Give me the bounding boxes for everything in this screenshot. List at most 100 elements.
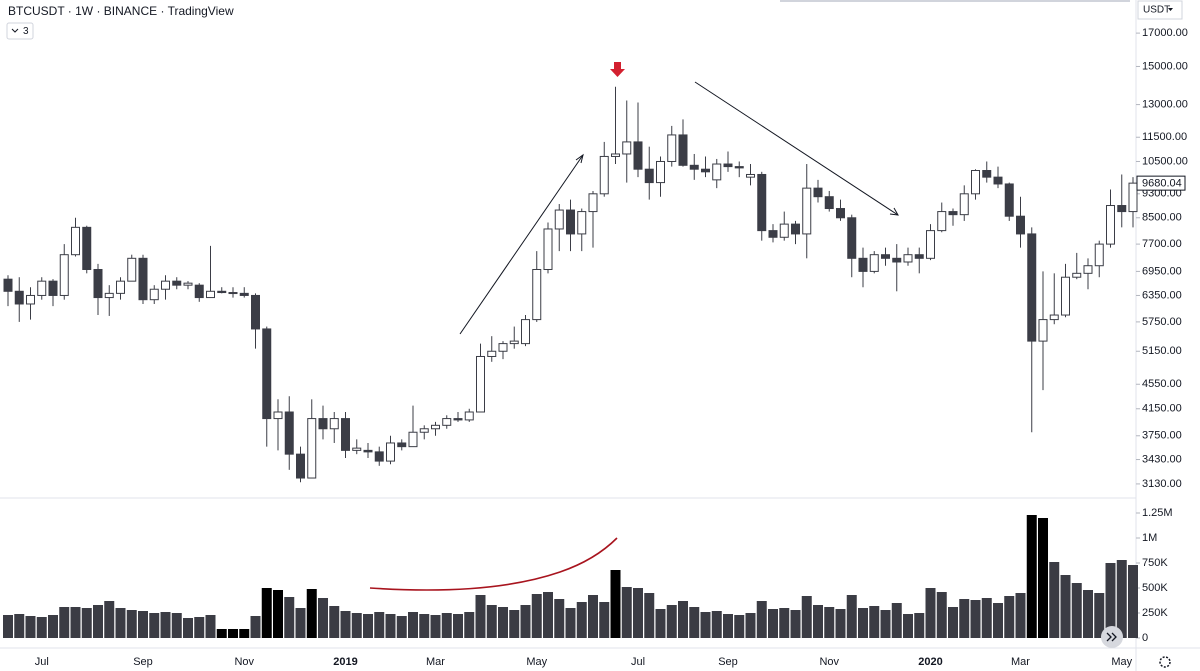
candle-body	[138, 257, 148, 301]
volume-bar	[441, 613, 452, 638]
candle-body	[847, 217, 857, 259]
candle-body	[509, 340, 519, 345]
volume-bar	[14, 614, 25, 638]
candle-body	[532, 268, 542, 321]
volume-bar	[723, 614, 733, 638]
volume-bar	[419, 614, 430, 638]
candle-body	[127, 257, 137, 282]
candle-body	[813, 187, 823, 198]
volume-bar	[1116, 560, 1127, 638]
arrowhead	[889, 207, 899, 216]
y-tick-label: 3750.00	[1142, 430, 1182, 442]
volume-bar	[48, 615, 58, 638]
volume-bar	[1094, 593, 1105, 638]
currency-selector[interactable]	[1137, 0, 1183, 20]
volume-bar	[363, 614, 373, 638]
volume-bar	[239, 629, 250, 638]
volume-bar	[138, 611, 148, 638]
y-tick-label: 1M	[1142, 532, 1157, 544]
x-tick-label: Sep	[133, 656, 153, 668]
volume-bar	[644, 593, 655, 638]
settings-button[interactable]	[1159, 656, 1171, 668]
candle-body	[746, 173, 755, 178]
candle-body	[1016, 215, 1025, 235]
candle-body	[341, 418, 350, 451]
candle-body	[82, 226, 92, 270]
volume-bar	[700, 612, 711, 638]
candle-body	[971, 170, 980, 195]
x-tick-label: Jul	[35, 656, 49, 668]
candle-body	[498, 343, 508, 352]
caret-icon	[1168, 8, 1173, 11]
candle-body	[363, 449, 373, 453]
candle-body	[644, 168, 654, 184]
volume-bar	[306, 589, 317, 638]
candle-body	[476, 355, 485, 413]
candle-body	[307, 418, 317, 479]
candle-body	[116, 280, 125, 294]
candle-body	[1038, 319, 1048, 342]
volume-bar	[565, 608, 576, 638]
volume-bar	[633, 588, 643, 638]
candle-body	[37, 280, 47, 296]
candle-body	[1106, 205, 1115, 245]
x-tick-label: Sep	[718, 656, 738, 668]
candle-body	[408, 431, 418, 448]
volume-bar	[903, 614, 913, 638]
candle-body	[172, 280, 182, 286]
volume-bar	[385, 614, 396, 638]
y-tick-label: 13000.00	[1142, 98, 1188, 110]
trend-line-down	[694, 81, 899, 216]
indicator-count: 3	[23, 26, 29, 37]
candle-body	[3, 278, 13, 292]
volume-bar	[261, 588, 272, 638]
chevron-icon	[11, 28, 19, 33]
volume-bar	[1128, 565, 1138, 638]
candle-body	[352, 447, 362, 451]
volume-bar	[959, 599, 970, 638]
candle-body	[161, 280, 170, 290]
candle-body	[1117, 205, 1127, 213]
volume-bar	[678, 601, 688, 638]
candle-body	[824, 196, 834, 210]
candle-body	[1128, 182, 1138, 213]
volume-bar	[858, 608, 868, 638]
candle-body	[217, 290, 227, 294]
x-tick-label: Nov	[234, 656, 254, 668]
candle-body	[48, 280, 58, 296]
candle-body	[262, 328, 272, 420]
volume-bar	[183, 618, 193, 638]
scroll-button[interactable]	[1101, 626, 1123, 648]
candle-body	[723, 163, 733, 168]
candle-body	[734, 166, 744, 169]
candle-body	[59, 254, 69, 296]
candle-body	[374, 451, 384, 462]
volume-bar	[655, 609, 666, 638]
candle-body	[1061, 276, 1070, 316]
indicators-toggle[interactable]	[6, 22, 34, 40]
volume-bar	[408, 612, 418, 638]
currency-label: USDT	[1143, 5, 1170, 16]
x-tick-label: Mar	[1011, 656, 1030, 668]
x-tick-label: Nov	[819, 656, 839, 668]
volume-bar	[936, 592, 947, 638]
volume-bar	[576, 602, 587, 638]
candle-body	[1083, 265, 1093, 274]
candle-body	[656, 160, 665, 184]
candle-body	[296, 453, 305, 479]
y-tick-label: 3430.00	[1142, 453, 1182, 465]
x-tick-label: May	[1111, 656, 1132, 668]
candle-body	[149, 288, 159, 301]
x-tick-label: 2019	[333, 656, 357, 668]
candle-body	[858, 257, 868, 272]
volume-bar	[824, 607, 835, 638]
volume-bar	[1004, 596, 1015, 638]
volume-bar	[318, 598, 328, 638]
candle-body	[386, 442, 395, 462]
candle-body	[633, 141, 643, 170]
volume-bar	[509, 610, 520, 638]
volume-bar	[475, 595, 486, 638]
candle-body	[1094, 243, 1104, 267]
y-tick-label: 10500.00	[1142, 155, 1188, 167]
volume-bar	[295, 608, 306, 638]
